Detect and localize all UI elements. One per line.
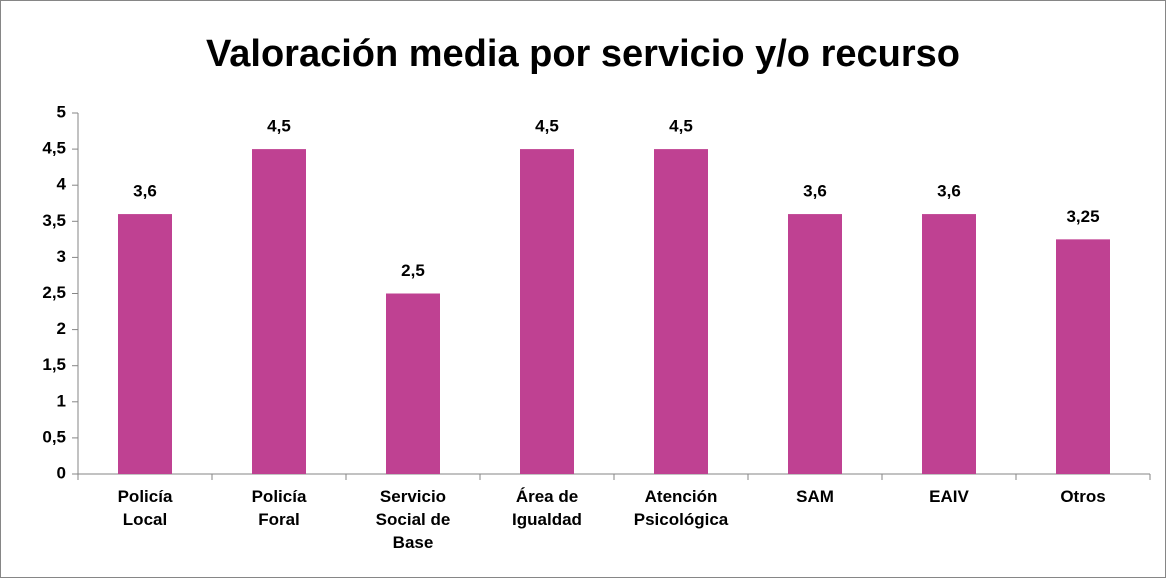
value-label: 4,5 <box>535 117 559 136</box>
x-tick-label: Servicio Social de Base <box>376 487 451 552</box>
bar <box>520 149 574 474</box>
y-tick-label: 3,5 <box>42 211 66 230</box>
y-tick-label: 4,5 <box>42 139 66 158</box>
x-tick-label: SAM <box>796 487 834 506</box>
bar <box>1056 239 1110 474</box>
bar <box>118 214 172 474</box>
x-tick-label: Atención Psicológica <box>634 487 729 529</box>
x-tick-label: Área de Igualdad <box>512 487 582 529</box>
value-label: 3,6 <box>803 182 827 201</box>
x-tick-label: EAIV <box>929 487 969 506</box>
bar <box>386 293 440 474</box>
y-tick-label: 1 <box>57 391 66 410</box>
value-label: 3,6 <box>133 182 157 201</box>
y-tick-label: 2 <box>57 319 66 338</box>
y-tick-label: 2,5 <box>42 283 66 302</box>
value-label: 4,5 <box>267 117 291 136</box>
x-tick-label: Policía Foral <box>252 487 307 529</box>
x-tick-label: Otros <box>1060 487 1105 506</box>
y-tick-label: 3 <box>57 247 66 266</box>
value-label: 3,25 <box>1066 207 1099 226</box>
bar <box>654 149 708 474</box>
y-tick-label: 4 <box>57 175 67 194</box>
value-label: 3,6 <box>937 182 961 201</box>
y-tick-label: 0 <box>57 463 66 482</box>
y-tick-label: 5 <box>57 102 66 121</box>
value-label: 4,5 <box>669 117 693 136</box>
bar <box>922 214 976 474</box>
bar <box>788 214 842 474</box>
value-label: 2,5 <box>401 261 425 280</box>
y-tick-label: 1,5 <box>42 355 66 374</box>
x-tick-label: Policía Local <box>118 487 173 529</box>
bar <box>252 149 306 474</box>
chart-title: Valoración media por servicio y/o recurs… <box>206 33 960 75</box>
y-tick-label: 0,5 <box>42 427 66 446</box>
